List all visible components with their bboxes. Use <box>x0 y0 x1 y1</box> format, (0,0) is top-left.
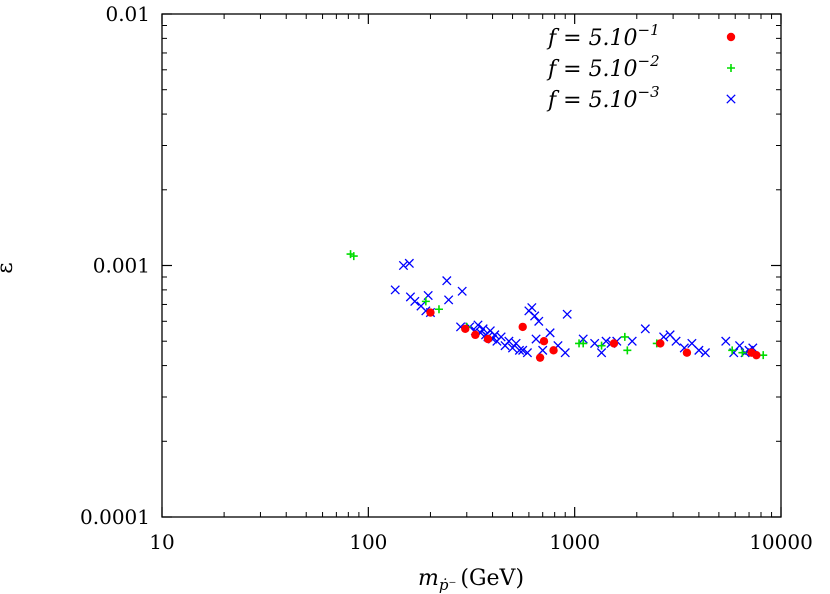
point-cross <box>442 276 452 286</box>
point-circle <box>461 324 470 334</box>
legend-label: f = 5.10−1 <box>546 21 660 51</box>
point-cross <box>410 296 420 307</box>
point-circle <box>682 348 692 357</box>
point-cross <box>404 258 414 268</box>
legend-label: f = 5.10−2 <box>546 52 660 82</box>
point-plus <box>597 341 606 350</box>
point-circle <box>483 334 493 344</box>
point-cross <box>640 324 650 334</box>
point-cross <box>627 336 637 346</box>
series-plus <box>346 250 768 360</box>
series-cross <box>390 258 758 358</box>
y-tick-label: 0.01 <box>105 2 150 26</box>
legend-label-main: f = 5.10 <box>546 88 638 113</box>
point-cross <box>527 302 537 313</box>
point-cross <box>478 324 488 334</box>
point-circle <box>609 339 619 348</box>
legend-label-exponent: −2 <box>638 52 660 70</box>
point-plus <box>620 332 629 341</box>
point-cross <box>671 336 681 346</box>
legend-label-main: f = 5.10 <box>546 26 638 51</box>
point-circle <box>549 346 558 355</box>
point-circle <box>656 339 665 348</box>
point-cross <box>578 334 588 344</box>
point-cross <box>496 332 506 342</box>
point-cross <box>545 328 555 338</box>
legend-marker-cross <box>726 94 736 104</box>
point-circle <box>539 337 549 346</box>
plot-frame <box>161 13 782 518</box>
point-cross <box>507 343 518 353</box>
legend-marker-plus <box>727 64 735 72</box>
point-plus <box>421 297 430 306</box>
point-cross <box>490 330 500 340</box>
x-axis-label-subscript: ṗ⁻ <box>439 576 457 594</box>
point-cross <box>538 345 548 355</box>
point-cross <box>457 286 467 296</box>
point-cross <box>601 336 611 346</box>
point-cross <box>443 295 454 305</box>
legend-label-exponent: −1 <box>638 21 660 39</box>
x-axis-label-unit: (GeV) <box>460 566 524 591</box>
x-tick-label: 10000 <box>749 530 813 554</box>
y-axis-label: ε <box>0 262 18 273</box>
point-cross <box>734 341 745 351</box>
point-plus <box>579 339 588 348</box>
point-cross <box>560 348 570 358</box>
point-circle <box>518 322 527 332</box>
axis-ticks: 10 100 1000 10000 0.0001 0.001 0.01 <box>80 2 813 554</box>
y-tick-label: 0.001 <box>93 254 150 278</box>
x-tick-label: 10 <box>149 530 174 554</box>
point-cross <box>531 334 541 344</box>
point-cross <box>514 345 525 355</box>
x-axis-label: mṗ⁻ (GeV) <box>418 566 524 594</box>
point-plus <box>623 346 632 355</box>
point-plus <box>434 305 443 314</box>
point-cross <box>504 336 514 346</box>
legend-label-exponent: −3 <box>638 83 660 101</box>
point-cross <box>590 338 600 349</box>
point-plus <box>738 348 747 357</box>
series-circle <box>426 308 761 362</box>
point-cross <box>518 345 528 355</box>
data-points <box>346 250 768 362</box>
x-axis-label-main: m <box>418 566 439 591</box>
y-tick-label: 0.0001 <box>80 505 150 529</box>
point-circle <box>535 353 545 362</box>
legend: f = 5.10−1f = 5.10−2f = 5.10−3 <box>546 21 736 113</box>
x-tick-label: 100 <box>349 530 387 554</box>
legend-marker-circle <box>726 32 736 42</box>
point-cross <box>694 345 704 355</box>
point-cross <box>534 316 544 326</box>
point-cross <box>721 336 731 346</box>
point-cross <box>398 260 409 271</box>
point-cross <box>473 320 483 330</box>
point-cross <box>596 348 607 358</box>
legend-label: f = 5.10−3 <box>546 83 660 113</box>
point-circle <box>752 350 761 360</box>
point-circle <box>471 330 480 340</box>
point-cross <box>700 348 711 358</box>
point-cross <box>530 311 540 321</box>
legend-label-main: f = 5.10 <box>546 57 638 82</box>
point-plus <box>728 346 737 355</box>
point-plus <box>349 252 358 261</box>
point-cross <box>522 348 533 358</box>
point-cross <box>390 285 400 295</box>
point-circle <box>426 308 435 317</box>
point-cross <box>562 309 572 319</box>
x-tick-label: 1000 <box>549 530 600 554</box>
